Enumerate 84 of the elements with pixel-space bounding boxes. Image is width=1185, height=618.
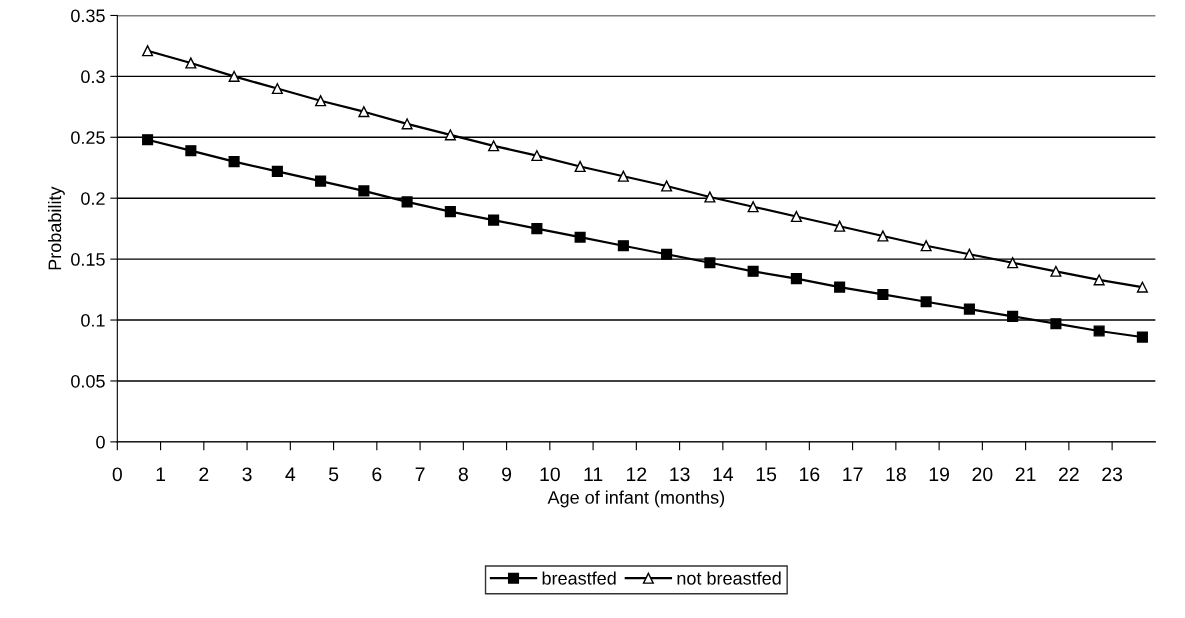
point xyxy=(401,196,413,208)
point xyxy=(1093,274,1105,286)
x-tick-label: 18 xyxy=(886,467,906,482)
point xyxy=(271,165,283,177)
point xyxy=(142,134,154,146)
y-tick-label: 0.2 xyxy=(81,192,105,205)
point xyxy=(444,129,456,141)
point xyxy=(747,201,759,213)
point xyxy=(920,240,932,252)
point xyxy=(834,220,846,232)
point xyxy=(185,57,197,69)
y-tick-label: 0 xyxy=(96,435,105,449)
point xyxy=(1136,331,1148,343)
point xyxy=(228,156,240,168)
point xyxy=(963,303,975,315)
point xyxy=(142,45,154,57)
x-tick-label: 7 xyxy=(415,467,425,481)
x-tick-label: 13 xyxy=(670,467,690,482)
point xyxy=(358,185,370,197)
x-tick-label: 22 xyxy=(1059,467,1079,481)
y-tick-label: 0.25 xyxy=(71,131,105,144)
point xyxy=(444,206,456,218)
x-tick-label: 14 xyxy=(713,467,734,481)
point xyxy=(790,210,802,223)
point xyxy=(574,231,586,243)
point xyxy=(790,273,802,285)
point xyxy=(531,150,543,162)
point xyxy=(315,175,327,187)
x-axis-title: Age of infant (months) xyxy=(547,490,725,508)
x-tick-label: 3 xyxy=(242,467,252,482)
x-tick-label: 4 xyxy=(285,467,296,481)
x-tick-label: 8 xyxy=(458,467,468,482)
point xyxy=(877,230,889,242)
x-tick-label: 10 xyxy=(540,467,560,482)
x-tick-label: 9 xyxy=(502,467,512,482)
x-tick-label: 6 xyxy=(372,467,382,482)
x-tick-label: 20 xyxy=(972,467,993,482)
x-tick-label: 19 xyxy=(929,467,950,482)
point xyxy=(920,296,932,308)
point xyxy=(661,248,673,260)
point xyxy=(271,82,283,95)
y-tick-label: 0.3 xyxy=(81,70,105,84)
point xyxy=(617,170,629,182)
y-tick-label: 0.35 xyxy=(71,9,105,23)
point xyxy=(531,223,543,235)
x-tick-label: 0 xyxy=(112,467,122,482)
point xyxy=(185,145,197,157)
x-tick-label: 23 xyxy=(1102,467,1123,482)
point xyxy=(704,257,716,269)
legend-label: not breastfed xyxy=(677,571,781,585)
x-tick-label: 15 xyxy=(756,467,777,482)
point xyxy=(963,248,975,260)
legend-label: breastfed xyxy=(542,571,616,585)
x-tick-label: 21 xyxy=(1015,467,1036,481)
x-tick-label: 2 xyxy=(199,467,209,481)
point xyxy=(1007,310,1019,322)
point xyxy=(617,240,629,252)
point xyxy=(358,106,370,118)
point xyxy=(704,191,716,203)
point xyxy=(401,118,413,130)
x-tick-label: 17 xyxy=(843,467,863,481)
x-tick-label: 12 xyxy=(627,467,647,481)
x-tick-label: 16 xyxy=(800,467,820,482)
y-tick-label: 0.1 xyxy=(81,313,105,327)
point xyxy=(1136,281,1148,293)
point xyxy=(488,214,500,226)
point xyxy=(661,180,673,192)
point xyxy=(574,160,586,173)
y-tick-label: 0.05 xyxy=(71,374,105,388)
point xyxy=(1007,257,1019,269)
x-tick-label: 5 xyxy=(328,467,339,482)
point xyxy=(1050,265,1062,277)
point xyxy=(228,70,240,82)
point xyxy=(488,140,500,152)
point xyxy=(1093,325,1105,337)
point xyxy=(834,281,846,293)
x-tick-label: 11 xyxy=(584,467,603,481)
point xyxy=(877,288,889,301)
point xyxy=(747,265,759,277)
point xyxy=(1050,318,1062,330)
y-axis-title: Probability xyxy=(47,186,65,270)
y-tick-label: 0.15 xyxy=(71,253,105,266)
x-tick-label: 1 xyxy=(156,467,166,481)
point xyxy=(315,95,327,107)
